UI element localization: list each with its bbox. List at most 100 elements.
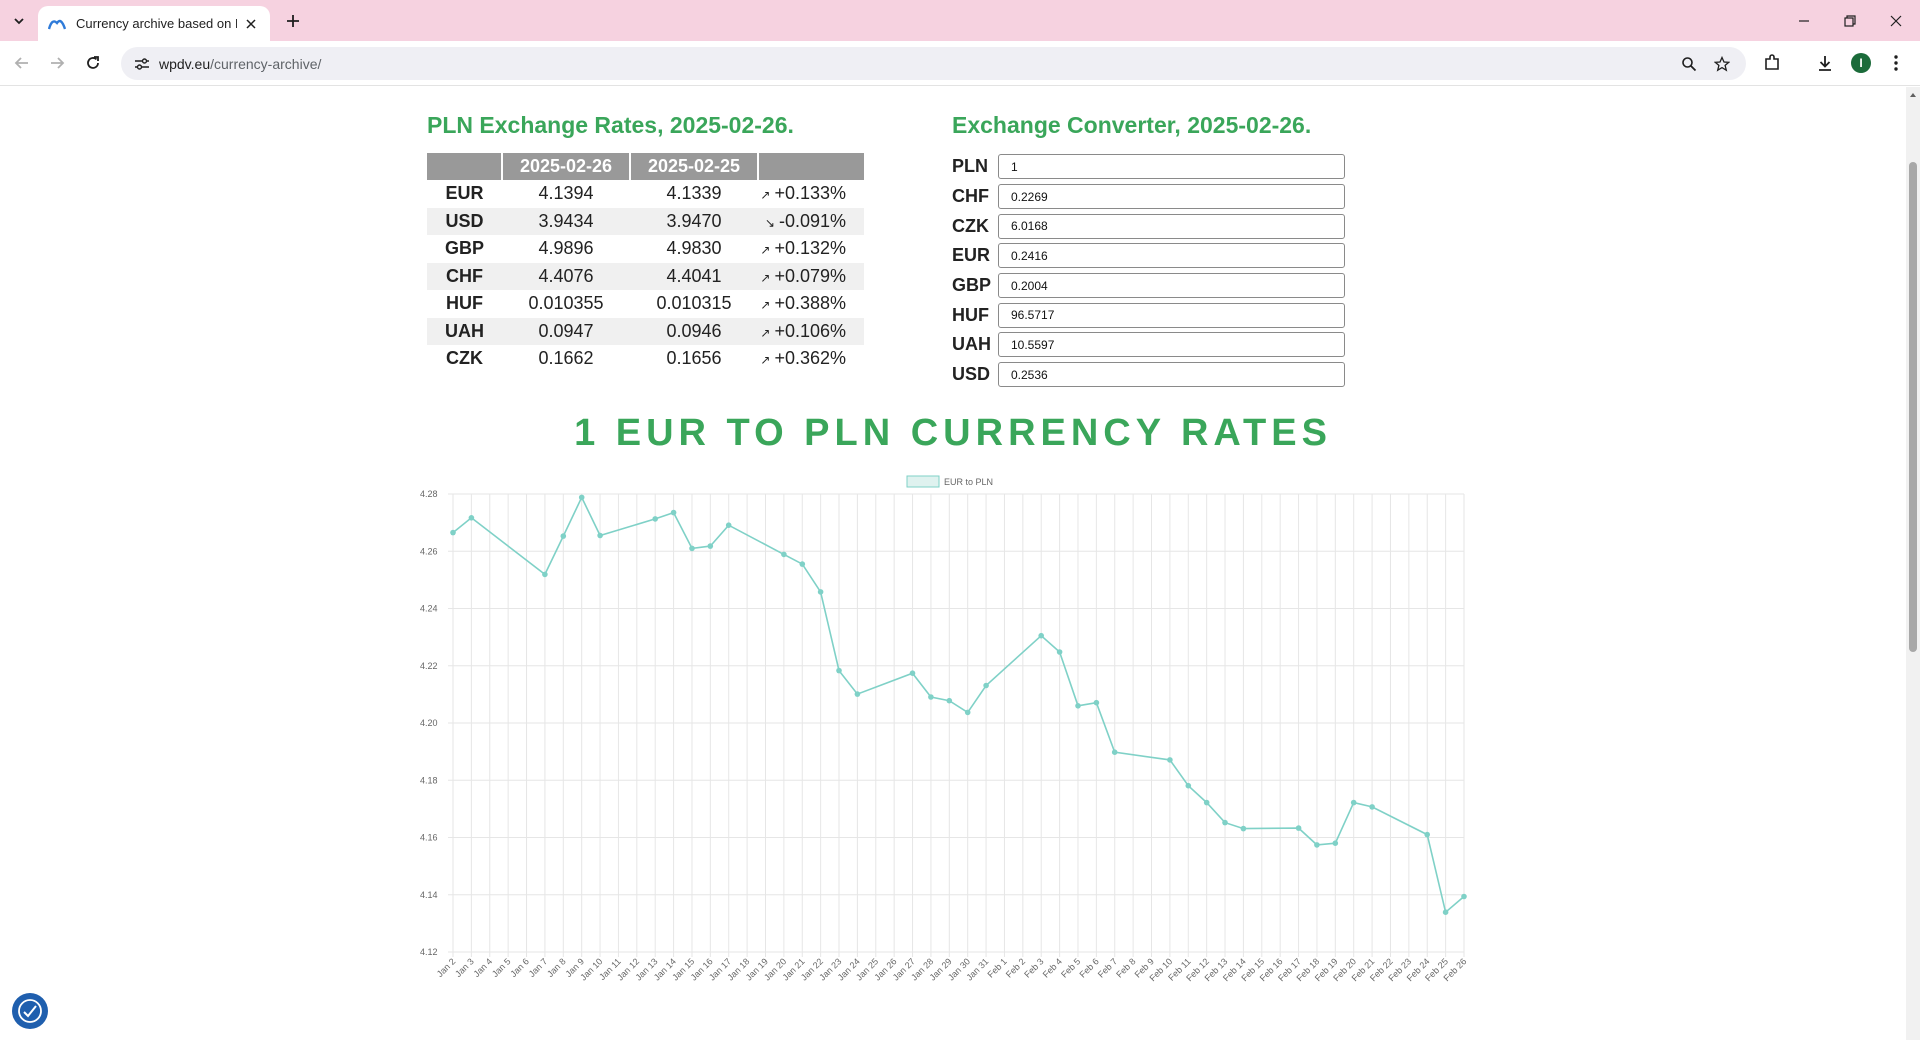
converter-row-usd: USD — [952, 360, 1352, 390]
currency-code-cell: EUR — [445, 183, 484, 204]
converter-input-czk[interactable] — [998, 213, 1345, 239]
url-text: wpdv.eu/currency-archive/ — [159, 56, 321, 72]
converter-row-huf: HUF — [952, 300, 1352, 330]
data-point — [597, 532, 603, 539]
data-point — [1203, 799, 1210, 806]
new-tab-button[interactable] — [280, 8, 306, 34]
converter-input-eur[interactable] — [998, 243, 1345, 269]
url-path: /currency-archive/ — [210, 55, 322, 72]
restore-button[interactable] — [1827, 0, 1873, 41]
data-point — [836, 667, 842, 674]
data-point — [1056, 649, 1063, 655]
rate-today-cell: 4.9896 — [538, 238, 594, 259]
converter-input-huf[interactable] — [998, 302, 1345, 328]
menu-button[interactable] — [1882, 49, 1910, 77]
converter-input-uah[interactable] — [998, 332, 1345, 358]
active-tab[interactable]: Currency archive based on Narodowy Bank … — [38, 6, 270, 41]
close-window-button[interactable] — [1873, 0, 1919, 41]
x-tick-label: Jan 8 — [545, 956, 568, 979]
table-row: UAH 0.0947 0.0946 ↗ +0.106% — [427, 317, 864, 345]
series-line-eur-to-pln — [452, 495, 1465, 914]
rate-previous-cell: 0.0946 — [630, 317, 758, 345]
x-tick-label: Jan 7 — [527, 956, 550, 979]
data-point — [1075, 703, 1081, 709]
page-content — [0, 87, 1906, 1040]
browser-toolbar: wpdv.eu/currency-archive/ I — [0, 41, 1920, 86]
converter-input-chf[interactable] — [998, 184, 1345, 210]
back-button[interactable] — [8, 49, 36, 77]
x-tick-label: Feb 3 — [1022, 956, 1045, 979]
tab-bar: Currency archive based on Narodowy Bank … — [0, 0, 1920, 41]
y-tick-label: 4.26 — [420, 546, 438, 556]
data-point — [670, 509, 677, 516]
converter-row-pln: PLN — [952, 152, 1352, 182]
site-info-icon[interactable] — [127, 47, 157, 80]
profile-button[interactable]: I — [1847, 49, 1875, 77]
forward-button[interactable] — [43, 49, 71, 77]
x-tick-label: Jan 6 — [508, 956, 531, 979]
table-row: GBP 4.9896 4.9830 ↗ +0.132% — [427, 235, 864, 263]
currency-code-cell: USD — [427, 207, 502, 235]
currency-code-cell: CHF — [427, 262, 502, 290]
y-tick-label: 4.14 — [420, 890, 438, 900]
extensions-button[interactable] — [1758, 49, 1786, 77]
accessibility-icon — [18, 999, 42, 1023]
accessibility-button[interactable] — [12, 993, 48, 1029]
converter-input-usd[interactable] — [998, 362, 1345, 388]
x-tick-label: Feb 1 — [986, 956, 1009, 979]
converter-label: EUR — [952, 245, 991, 266]
rate-today-cell: 4.1394 — [538, 183, 594, 204]
reload-button[interactable] — [79, 49, 107, 77]
header-cell — [427, 153, 503, 180]
data-point — [578, 494, 585, 501]
data-point — [1295, 825, 1302, 831]
close-tab-icon[interactable] — [243, 15, 260, 33]
rate-previous-cell: 4.1339 — [666, 183, 722, 204]
rate-today-cell: 4.4076 — [502, 262, 630, 290]
rate-change-cell: ↗ +0.106% — [758, 317, 864, 345]
x-tick-label: Feb 7 — [1096, 956, 1119, 979]
downloads-button[interactable] — [1811, 49, 1839, 77]
rate-change-value: +0.388% — [774, 293, 846, 314]
puzzle-icon — [1765, 54, 1779, 70]
x-tick-label: Jan 3 — [453, 956, 476, 979]
data-point — [983, 682, 989, 689]
header-cell: 2025-02-25 — [630, 153, 759, 180]
currency-code-cell: CZK — [446, 348, 483, 369]
y-tick-label: 4.20 — [420, 718, 438, 728]
table-row: CZK 0.1662 0.1656 ↗ +0.362% — [427, 345, 864, 373]
converter-row-chf: CHF — [952, 182, 1352, 212]
data-point — [652, 516, 658, 522]
y-tick-label: 4.16 — [420, 833, 438, 843]
converter-input-pln[interactable] — [998, 154, 1345, 180]
data-point — [1369, 804, 1375, 810]
converter-label: CZK — [952, 215, 989, 236]
currency-code-cell: HUF — [446, 293, 483, 314]
converter-input-gbp[interactable] — [998, 273, 1345, 299]
rate-change-cell: ↘ -0.091% — [758, 207, 864, 235]
x-tick-label: Jan 5 — [490, 956, 513, 979]
legend-swatch — [906, 475, 940, 488]
converter-label: HUF — [952, 304, 989, 325]
data-point — [854, 691, 861, 697]
rate-change-value: +0.362% — [774, 348, 846, 369]
vertical-scrollbar[interactable] — [1906, 87, 1920, 1040]
scrollbar-thumb[interactable] — [1909, 162, 1917, 652]
scroll-up-arrow-icon[interactable] — [1909, 91, 1917, 99]
converter-row-eur: EUR — [952, 241, 1352, 271]
minimize-button[interactable] — [1781, 0, 1827, 41]
chart-title: 1 EUR TO PLN CURRENCY RATES — [574, 412, 1332, 454]
kebab-menu-icon — [1894, 55, 1898, 71]
data-point — [725, 522, 732, 528]
tab-search-button[interactable] — [6, 8, 32, 34]
trend-up-icon: ↗ — [760, 243, 771, 258]
rate-change-cell: ↗ +0.362% — [758, 345, 864, 373]
x-tick-label: Feb 8 — [1114, 956, 1137, 979]
zoom-icon[interactable] — [1676, 51, 1702, 77]
converter-label: CHF — [952, 186, 989, 207]
address-bar[interactable]: wpdv.eu/currency-archive/ — [121, 47, 1746, 80]
data-point — [1167, 757, 1173, 763]
table-row: EUR 4.1394 4.1339 ↗ +0.133% — [427, 180, 864, 208]
bookmark-star-icon[interactable] — [1709, 51, 1735, 77]
